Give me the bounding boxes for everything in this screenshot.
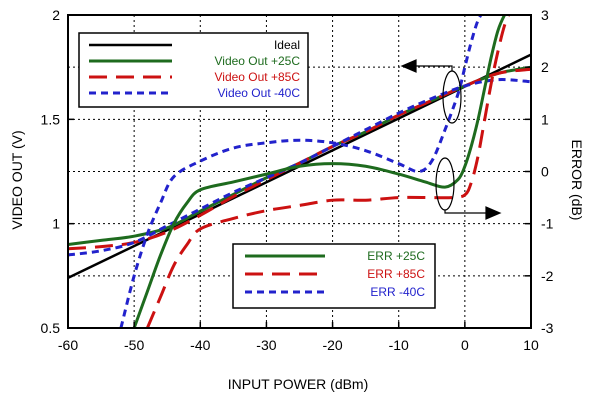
- legend-bottom-label: ERR +85C: [367, 267, 425, 281]
- annotation-arrows: [400, 59, 502, 220]
- legend-top-label: Video Out -40C: [218, 86, 301, 100]
- y2-tick-label: -3: [541, 320, 554, 336]
- legend-bottom-label: ERR -40C: [370, 285, 425, 299]
- x-tick-label: -10: [389, 337, 409, 353]
- series-video-out-40c: [68, 78, 531, 257]
- arrow-right-head: [485, 206, 502, 220]
- x-axis-label: INPUT POWER (dBm): [228, 376, 369, 392]
- series-layer: [68, 15, 531, 328]
- legend-top-label: Ideal: [274, 38, 300, 52]
- y2-axis-label: ERROR (dB): [569, 140, 585, 221]
- y2-tick-label: -1: [541, 216, 554, 232]
- y2-tick-label: -2: [541, 268, 554, 284]
- series-err-85c: [145, 15, 511, 328]
- series-err-25c: [132, 15, 507, 328]
- y2-tick-label: 0: [541, 164, 549, 180]
- legend-top: Ideal Video Out +25C Video Out +85C Video O…: [78, 32, 309, 108]
- y-tick-label: 1.5: [41, 111, 61, 127]
- y2-tick-label: 2: [541, 59, 549, 75]
- arrow-left-head: [400, 59, 417, 73]
- x-tick-label: 10: [523, 337, 539, 353]
- y-axis-label: VIDEO OUT (V): [9, 130, 25, 229]
- x-tick-label: -30: [256, 337, 276, 353]
- x-tick-label: -40: [190, 337, 210, 353]
- legend-top-label: Video Out +25C: [214, 54, 300, 68]
- y2-tick-label: 1: [541, 111, 549, 127]
- legend-bottom-label: ERR +25C: [367, 249, 425, 263]
- y-tick-label: 1: [52, 216, 60, 232]
- x-tick-label: -50: [124, 337, 144, 353]
- arrow-left: [410, 65, 453, 71]
- y2-tick-label: 3: [541, 7, 549, 23]
- x-tick-label: 0: [461, 337, 469, 353]
- arrow-right: [444, 210, 488, 214]
- legend-bottom: ERR +25C ERR +85C ERR -40C: [232, 243, 436, 309]
- y-tick-label: 0.5: [41, 320, 61, 336]
- x-tick-label: -20: [322, 337, 342, 353]
- legend-top-label: Video Out +85C: [214, 70, 300, 84]
- series-err-40c: [119, 15, 483, 328]
- x-tick-label: -60: [58, 337, 78, 353]
- y-tick-label: 2: [52, 7, 60, 23]
